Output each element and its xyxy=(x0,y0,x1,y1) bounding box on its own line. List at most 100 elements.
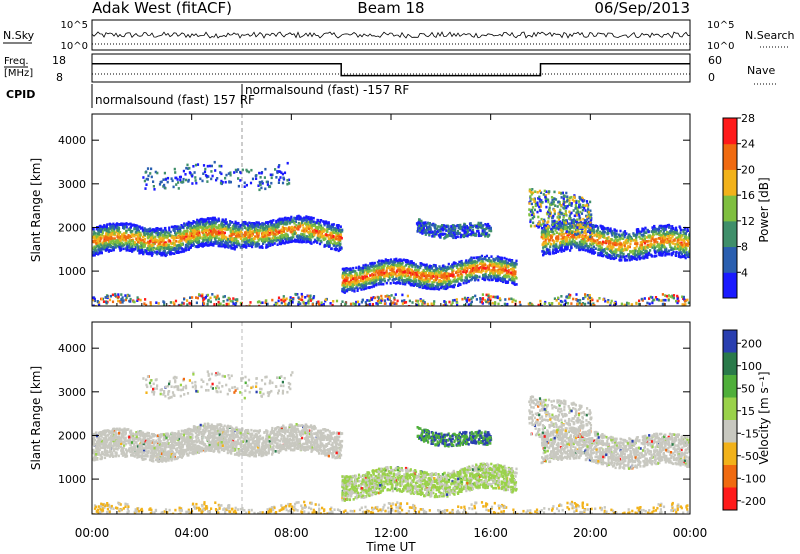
pixel xyxy=(432,283,435,287)
pixel xyxy=(564,247,567,251)
pixel xyxy=(364,266,367,270)
pixel xyxy=(549,234,552,238)
pixel xyxy=(450,267,453,270)
pixel xyxy=(404,260,408,264)
pixel xyxy=(505,280,508,284)
pixel xyxy=(270,224,273,227)
pixel xyxy=(329,225,333,229)
pixel xyxy=(321,235,324,238)
pixel xyxy=(124,247,128,250)
pixel xyxy=(119,239,122,242)
pixel xyxy=(237,229,240,233)
pixel xyxy=(675,226,678,230)
pixel xyxy=(483,257,486,260)
pixel xyxy=(206,244,209,247)
pixel xyxy=(432,275,435,278)
pixel xyxy=(512,280,515,283)
pixel xyxy=(223,242,227,246)
pixel xyxy=(263,234,266,238)
pixel xyxy=(325,233,328,237)
pixel xyxy=(295,235,298,238)
pixel xyxy=(401,261,404,265)
pixel xyxy=(325,220,328,224)
pixel xyxy=(331,223,334,226)
pixel xyxy=(289,226,292,230)
pixel xyxy=(666,250,669,254)
pixel xyxy=(262,228,266,231)
pixel xyxy=(483,273,486,277)
pixel xyxy=(410,269,413,272)
pixel xyxy=(402,281,405,284)
pixel xyxy=(185,230,188,233)
pixel xyxy=(122,222,125,226)
pixel xyxy=(353,282,356,285)
pixel xyxy=(405,274,408,277)
pixel xyxy=(337,233,340,237)
pixel xyxy=(390,263,393,267)
pixel xyxy=(279,235,282,238)
pixel xyxy=(334,248,337,251)
pixel xyxy=(316,218,319,222)
pixel xyxy=(561,242,564,245)
pixel xyxy=(141,226,144,229)
pixel xyxy=(678,241,681,245)
pixel xyxy=(297,237,300,241)
pixel xyxy=(254,243,257,246)
pixel xyxy=(223,220,226,223)
pixel xyxy=(622,253,625,256)
pixel xyxy=(307,215,310,219)
pixel xyxy=(635,240,638,244)
pixel xyxy=(261,225,265,228)
pixel xyxy=(241,224,244,227)
pixel xyxy=(398,266,401,269)
pixel xyxy=(292,239,295,243)
pixel xyxy=(327,221,330,224)
pixel xyxy=(416,275,419,278)
pixel xyxy=(250,238,253,242)
pixel xyxy=(364,276,367,279)
pixel xyxy=(598,233,601,237)
pixel xyxy=(566,243,570,247)
pixel xyxy=(287,240,291,244)
pixel xyxy=(491,278,494,281)
pixel xyxy=(628,258,631,262)
pixel xyxy=(230,238,233,241)
pixel xyxy=(197,228,200,232)
pixel xyxy=(433,286,436,290)
pixel xyxy=(397,273,400,277)
pixel xyxy=(450,273,453,277)
pixel xyxy=(635,253,638,257)
pixel xyxy=(687,252,690,256)
pixel xyxy=(354,270,357,273)
pixel xyxy=(474,278,477,281)
pixel xyxy=(198,236,202,240)
pixel xyxy=(368,277,371,281)
pixel xyxy=(639,241,642,244)
pixel xyxy=(671,230,674,234)
nsky-trace xyxy=(91,31,691,45)
pixel xyxy=(204,242,207,245)
pixel xyxy=(106,232,109,236)
pixel xyxy=(352,266,355,270)
pixel xyxy=(271,243,274,247)
pixel xyxy=(472,264,475,267)
pixel xyxy=(279,221,282,224)
pixel xyxy=(371,276,374,280)
pixel xyxy=(662,229,665,233)
pixel xyxy=(185,248,188,252)
pixel xyxy=(300,218,303,221)
pixel xyxy=(627,233,631,237)
pixel xyxy=(380,278,383,281)
pixel xyxy=(369,264,372,268)
pixel xyxy=(241,235,244,238)
pixel xyxy=(557,225,560,228)
pixel xyxy=(413,275,416,279)
pixel xyxy=(166,247,169,250)
pixel xyxy=(135,237,138,240)
pixel xyxy=(122,232,125,235)
pixel xyxy=(606,255,609,259)
pixel xyxy=(438,271,441,274)
pixel xyxy=(429,284,432,288)
pixel xyxy=(354,274,357,277)
pixel xyxy=(194,227,198,230)
